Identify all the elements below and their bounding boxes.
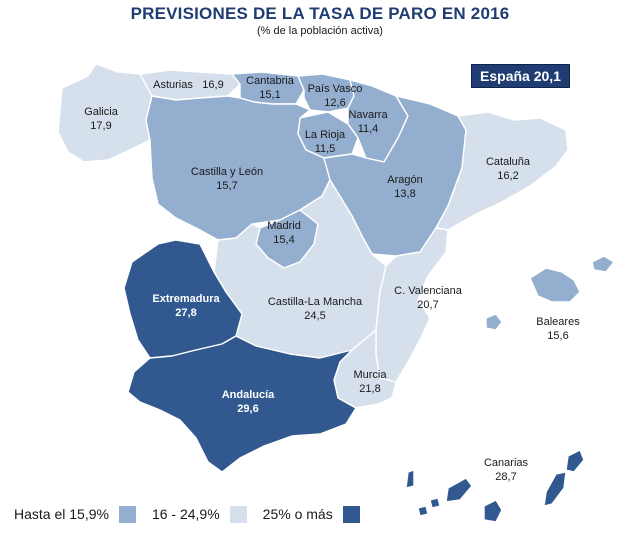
label-extremadura-value: 27,8 [175, 307, 196, 319]
label-c-valenciana-value: 20,7 [417, 299, 438, 311]
region-baleares-mallorca [529, 267, 581, 303]
label-madrid-name: Madrid [267, 220, 301, 232]
label-aragon-value: 13,8 [394, 188, 415, 200]
label-madrid-value: 15,4 [273, 234, 294, 246]
region-c-valenciana [375, 227, 449, 383]
label-la-rioja-value: 11,5 [315, 143, 336, 155]
region-andalucia [127, 335, 357, 473]
label-canarias-value: 28,7 [495, 471, 516, 483]
label-navarra-value: 11,4 [358, 123, 379, 135]
label-galicia-name: Galicia [84, 106, 119, 118]
label-castilla-la-mancha-value: 24,5 [304, 310, 325, 322]
label-pais-vasco-name: País Vasco [308, 83, 363, 95]
label-castilla-leon-value: 15,7 [216, 180, 237, 192]
map-title: PREVISIONES DE LA TASA DE PARO EN 2016 [130, 4, 510, 23]
label-c-valenciana-name: C. Valenciana [394, 285, 463, 297]
label-la-rioja-name: La Rioja [305, 129, 346, 141]
label-navarra-name: Navarra [348, 109, 388, 121]
legend-swatch-low [118, 505, 136, 523]
label-aragon-name: Aragón [387, 174, 422, 186]
label-murcia-value: 21,8 [359, 383, 380, 395]
region-baleares-ibiza [485, 313, 503, 331]
region-canarias-fuerteventura [543, 471, 567, 507]
labels: Galicia 17,9 Asturias 16,9 Cantabria 15,… [84, 75, 580, 483]
label-canarias-name: Canarias [484, 457, 529, 469]
label-castilla-leon-name: Castilla y León [191, 166, 263, 178]
region-canarias-lanzarote [565, 449, 585, 473]
map-subtitle: (% de la población activa) [257, 25, 383, 37]
label-andalucia-value: 29,6 [237, 403, 258, 415]
legend-label-low: Hasta el 15,9% [14, 506, 109, 522]
region-canarias-la-palma [405, 469, 415, 489]
region-canarias-gran-canaria [483, 499, 503, 523]
region-canarias-el-hierro [417, 505, 429, 517]
label-murcia-name: Murcia [353, 369, 387, 381]
region-canarias-tenerife [445, 477, 473, 503]
label-pais-vasco-value: 12,6 [324, 97, 345, 109]
region-canarias-la-gomera [429, 497, 441, 509]
label-cataluna-name: Cataluña [486, 156, 531, 168]
label-asturias-name: Asturias [153, 79, 193, 91]
label-cataluna-value: 16,2 [497, 170, 518, 182]
label-asturias-value: 16,9 [202, 79, 223, 91]
region-baleares-menorca [591, 255, 615, 273]
legend-label-mid: 16 - 24,9% [151, 506, 220, 522]
label-galicia-value: 17,9 [90, 120, 111, 132]
label-castilla-la-mancha-name: Castilla-La Mancha [268, 296, 363, 308]
legend-swatch-high [342, 505, 360, 523]
label-baleares-name: Baleares [536, 316, 580, 328]
spain-total-badge: España 20,1 [471, 64, 570, 88]
label-extremadura-name: Extremadura [152, 293, 220, 305]
region-cataluna [435, 111, 569, 231]
label-andalucia-name: Andalucía [222, 389, 275, 401]
region-pais-vasco [297, 73, 355, 113]
legend-label-high: 25% o más [262, 506, 333, 522]
label-baleares-value: 15,6 [547, 330, 568, 342]
legend: Hasta el 15,9% 16 - 24,9% 25% o más [14, 503, 376, 525]
legend-swatch-mid [229, 505, 247, 523]
label-cantabria-name: Cantabria [246, 75, 295, 87]
label-cantabria-value: 15,1 [259, 89, 280, 101]
